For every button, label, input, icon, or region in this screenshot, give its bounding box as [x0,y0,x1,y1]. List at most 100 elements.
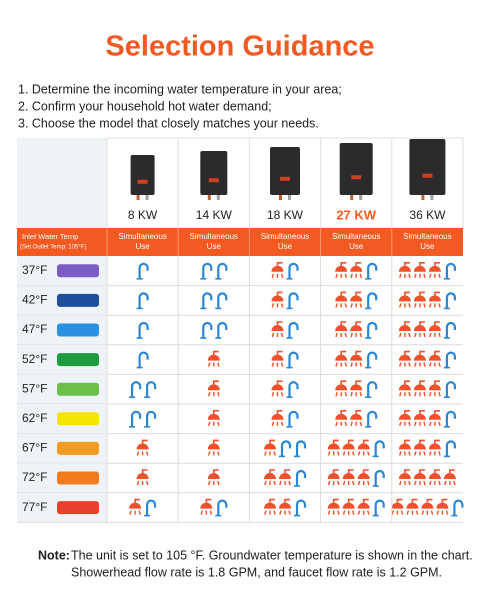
faucet-spout [288,321,299,338]
shower-pipe [276,350,283,355]
shower-icon [327,439,340,456]
shower-icon [436,498,449,515]
shower-pipe [404,291,410,296]
shower-icon [398,261,411,279]
shower-head [428,413,441,420]
shower-head [335,325,348,331]
shower-pipe [419,469,425,473]
shower-icon [264,469,276,486]
shower-icon [342,498,355,515]
shower-drop [423,421,426,427]
shower-icon [207,380,220,397]
shower-pipe [276,321,283,325]
faucet-icon [144,499,157,517]
model-label: 18 KW [267,208,304,222]
header-text: Simultaneous [118,232,166,241]
shower-pipe [340,350,347,355]
faucet-icon [372,499,385,517]
shower-icon [413,380,426,397]
shower-pipe [434,409,440,414]
note-label: Note: [38,548,70,562]
shower-head [342,502,355,509]
faucet-spout [367,381,378,398]
shower-drop [337,480,340,486]
shower-pipe [404,380,410,385]
shower-head [421,502,434,509]
shower-pipe [419,380,425,385]
faucet-icon [372,469,385,487]
heater-display [351,175,362,180]
shower-drop [207,480,211,486]
shower-icon [406,498,419,515]
faucet-spout [367,321,378,338]
shower-pipe [404,469,410,473]
header-text: Simultaneous [403,232,451,241]
shower-pipe [269,469,275,473]
shower-pipe [347,439,354,444]
shower-head [271,354,284,361]
shower-head [413,295,426,302]
faucet-icon [365,262,378,280]
shower-drop [453,480,456,486]
shower-drop [414,451,417,456]
note-line: Showerhead flow rate is 1.8 GPM, and fau… [71,565,442,579]
shower-drop [280,303,284,308]
shower-icon [398,291,411,308]
shower-pipe [213,409,219,414]
shower-drop [335,332,338,338]
faucet-spout [367,262,378,279]
shower-drop [414,480,417,486]
shower-head [271,413,284,420]
shower-drop [350,421,353,427]
shower-drop [423,451,426,456]
faucet-icon [365,351,378,369]
temp-swatch [57,293,99,307]
shower-drop [430,510,434,515]
shower-drop [429,303,432,308]
faucet-icon [286,381,299,399]
shower-drop [337,510,340,515]
shower-head [413,265,426,272]
faucet-spout [131,410,142,427]
shower-head [264,443,276,450]
heater-display [280,176,290,181]
temp-label: 47°F [22,322,47,336]
shower-drop [429,273,432,279]
shower-drop [423,303,426,308]
shower-icon [391,498,404,515]
shower-icon [271,321,284,338]
shower-drop [399,332,402,338]
faucet-spout [445,262,456,279]
shower-icon [443,469,456,486]
faucet-icon [365,381,378,399]
shower-drop [335,273,338,279]
shower-drop [414,303,417,308]
faucet-spout [202,262,213,279]
shower-icon [357,439,370,456]
shower-head [428,325,441,331]
shower-drop [217,362,220,367]
shower-pipe [340,261,347,266]
shower-icon [129,498,142,515]
shower-drop [337,451,340,456]
shower-head [350,325,363,331]
shower-drop [288,480,291,486]
shower-icon [428,439,441,456]
shower-head [357,443,370,450]
shower-drop [408,332,411,338]
shower-pipe [449,469,455,473]
temp-swatch [57,412,99,426]
temp-label: 67°F [22,441,47,455]
shower-icon [350,409,363,427]
shower-icon [136,439,149,456]
shower-drop [391,510,395,515]
shower-drop [438,480,441,486]
shower-icon [271,350,284,367]
shower-icon [398,439,411,456]
shower-drop [280,332,284,338]
shower-icon [207,469,220,486]
shower-drop [399,362,402,367]
model-label: 8 KW [128,208,158,222]
shower-drop [400,510,404,515]
shower-pipe [213,469,219,473]
